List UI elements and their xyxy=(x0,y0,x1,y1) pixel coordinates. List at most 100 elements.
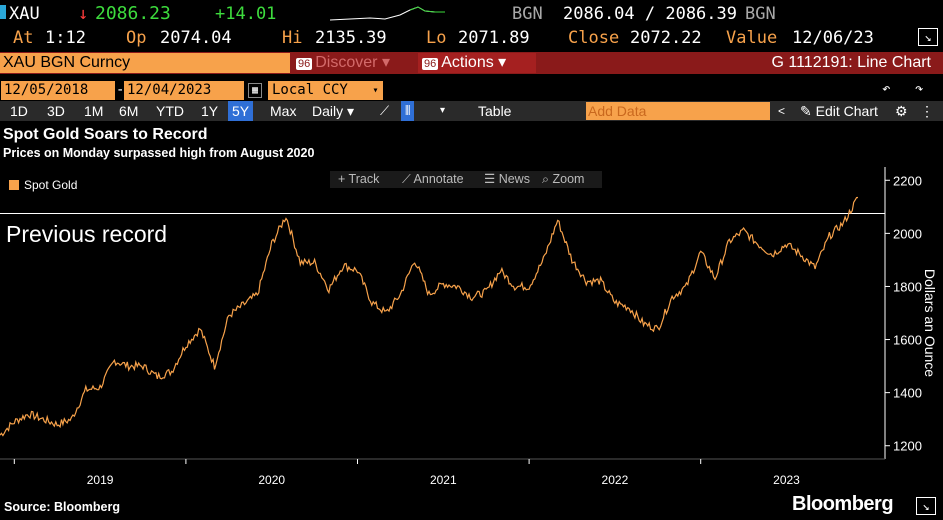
series-line-spot-gold xyxy=(0,196,859,437)
security-field[interactable]: XAU BGN Curncy xyxy=(0,53,290,73)
chart-plot: 1200 1400 1600 1800 2000 2200 2019 2020 2021 2022… xyxy=(0,167,922,487)
annotate-button[interactable]: ⟋ Annotate xyxy=(402,171,464,188)
ticker-flag-icon xyxy=(0,5,6,19)
y-axis-label: Dollars an Ounce xyxy=(922,268,938,378)
period-1d[interactable]: 1D xyxy=(10,103,28,119)
undo-icon[interactable]: ↶ xyxy=(882,81,891,97)
x-tick-label: 2022 xyxy=(602,473,629,487)
actions-num: 96 xyxy=(422,58,439,70)
start-date-input[interactable]: 12/05/2018 xyxy=(1,81,115,100)
end-date-input[interactable]: 12/04/2023 xyxy=(124,81,244,100)
value-label: Value xyxy=(726,28,778,48)
news-icon: ☰ xyxy=(484,172,499,186)
chart-area xyxy=(0,167,943,493)
zoom-button[interactable]: ⌕ Zoom xyxy=(542,171,584,188)
at-value: 1:12 xyxy=(45,28,86,48)
net-change: +14.01 xyxy=(215,4,277,24)
close-label: Close xyxy=(568,28,620,48)
add-data-input[interactable]: Add Data xyxy=(586,102,770,120)
y-tick-label: 1600 xyxy=(893,333,922,348)
x-tick-label: 2021 xyxy=(430,473,457,487)
frequency-select[interactable]: Daily ▾ xyxy=(312,101,354,121)
gear-icon[interactable]: ⚙ xyxy=(895,103,908,119)
chevron-down-icon: ▾ xyxy=(498,54,507,71)
track-button[interactable]: + Track xyxy=(338,171,379,188)
track-label: Track xyxy=(348,172,380,186)
y-tick-label: 2000 xyxy=(893,226,922,241)
chart-id: G 1112191: Line Chart xyxy=(771,54,931,71)
chart-tools: + Track ⟋ Annotate ☰ News ⌕ Zoom xyxy=(330,171,602,188)
actions-bg xyxy=(418,53,536,73)
x-tick-label: 2019 xyxy=(87,473,114,487)
chart-subtitle: Prices on Monday surpassed high from Aug… xyxy=(3,146,315,160)
low-value: 2071.89 xyxy=(458,28,530,48)
period-5y[interactable]: 5Y xyxy=(228,101,254,121)
edit-chart-button[interactable]: ✎ Edit Chart xyxy=(800,101,878,121)
chevron-down-icon: ▾ xyxy=(381,54,390,71)
frequency-label: Daily xyxy=(312,103,344,119)
date-separator: - xyxy=(116,82,125,98)
candle-chart-icon[interactable]: ⫴ xyxy=(401,101,415,121)
discover-menu[interactable]: 96 Discover ▾ xyxy=(296,53,390,73)
previous-record-annotation: Previous record xyxy=(6,221,168,247)
bid-source: BGN xyxy=(512,4,543,24)
annotate-label: Annotate xyxy=(413,172,464,186)
last-price: 2086.23 xyxy=(95,3,171,24)
period-6m[interactable]: 6M xyxy=(119,103,139,119)
chevron-down-icon: ▾ xyxy=(347,103,355,119)
source-note: Source: Bloomberg xyxy=(4,500,120,514)
zoom-label: Zoom xyxy=(552,172,585,186)
share-icon[interactable]: < xyxy=(778,104,786,118)
value-date: 12/06/23 xyxy=(792,28,874,48)
open-label: Op xyxy=(126,28,147,48)
news-button[interactable]: ☰ News xyxy=(484,171,530,188)
y-tick-label: 1800 xyxy=(893,279,922,294)
x-tick-label: 2023 xyxy=(773,473,800,487)
edit-chart-label: Edit Chart xyxy=(815,103,878,119)
discover-label: Discover xyxy=(315,54,378,71)
line-chart-icon[interactable]: ⟋ xyxy=(380,103,390,118)
actions-menu[interactable]: 96 Actions ▾ xyxy=(422,53,506,73)
actions-label: Actions xyxy=(441,54,494,71)
annotate-icon: ⟋ xyxy=(402,172,414,186)
legend-label: Spot Gold xyxy=(24,178,78,192)
chevron-down-icon[interactable]: ▾ xyxy=(368,81,383,100)
chevron-down-icon[interactable]: ▾ xyxy=(440,105,446,116)
crosshair-icon: + xyxy=(338,172,349,186)
bloomberg-logo: Bloomberg xyxy=(792,493,894,515)
at-label: At xyxy=(13,28,34,48)
calendar-icon[interactable]: ▦ xyxy=(248,83,262,98)
y-tick-label: 2200 xyxy=(893,173,922,188)
period-max[interactable]: Max xyxy=(270,103,297,119)
expand-icon[interactable]: ↘ xyxy=(916,497,936,515)
period-3d[interactable]: 3D xyxy=(47,103,65,119)
zoom-icon: ⌕ xyxy=(542,172,553,186)
ticker: XAU xyxy=(9,4,40,24)
table-button[interactable]: Table xyxy=(478,103,512,119)
redo-icon[interactable]: ↷ xyxy=(915,81,924,97)
discover-num: 96 xyxy=(296,58,313,70)
x-tick-label: 2020 xyxy=(258,473,285,487)
chart-title: Spot Gold Soars to Record xyxy=(3,126,208,143)
close-value: 2072.22 xyxy=(630,28,702,48)
down-arrow-icon: ↓ xyxy=(78,4,89,24)
ask-source: BGN xyxy=(745,4,776,24)
period-1m[interactable]: 1M xyxy=(84,103,104,119)
high-value: 2135.39 xyxy=(315,28,387,48)
sparkline-icon xyxy=(330,6,445,21)
legend-swatch xyxy=(9,180,19,190)
expand-icon[interactable]: ↘ xyxy=(918,28,938,46)
low-label: Lo xyxy=(426,28,447,48)
y-tick-label: 1400 xyxy=(893,386,922,401)
currency-select[interactable]: Local CCY xyxy=(268,81,368,100)
more-icon[interactable]: ⋮ xyxy=(920,103,934,119)
period-1y[interactable]: 1Y xyxy=(201,103,219,119)
pencil-icon: ✎ xyxy=(800,103,816,119)
quote-header: XAU ↓ 2086.23 +14.01 BGN 2086.04 / 2086.… xyxy=(0,2,943,50)
open-value: 2074.04 xyxy=(160,28,232,48)
news-label: News xyxy=(498,172,530,186)
high-label: Hi xyxy=(282,28,303,48)
bid-ask: 2086.04 / 2086.39 xyxy=(563,4,737,24)
y-tick-label: 1200 xyxy=(893,439,922,454)
period-ytd[interactable]: YTD xyxy=(156,103,184,119)
